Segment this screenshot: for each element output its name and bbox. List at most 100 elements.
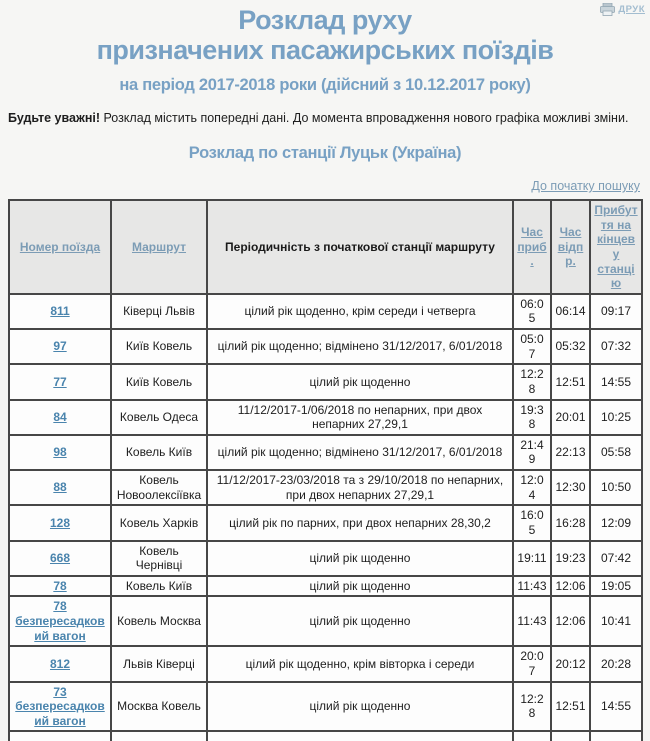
train-number-cell: 84 bbox=[8, 398, 112, 436]
train-number-cell: 668 bbox=[8, 539, 112, 577]
empty-cell bbox=[589, 730, 643, 741]
sort-final-arrival-link[interactable]: Прибуття на кінцеву станцію bbox=[594, 203, 638, 291]
final-arrival-cell: 14:55 bbox=[589, 680, 643, 733]
print-link[interactable]: ДРУК bbox=[600, 3, 645, 16]
train-number-cell: 97 bbox=[8, 327, 112, 366]
train-number-link[interactable]: 77 bbox=[53, 374, 67, 389]
train-number-cell: 77 bbox=[8, 363, 112, 401]
train-number-link[interactable]: 668 bbox=[49, 550, 71, 565]
train-number-link[interactable]: 811 bbox=[50, 304, 70, 319]
departure-time-cell: 20:01 bbox=[550, 398, 591, 436]
periodicity-cell: 11/12/2017-1/06/2018 по непарних, при дв… bbox=[206, 398, 514, 436]
train-number-cell: 88 bbox=[8, 468, 112, 507]
table-row: 88 Ковель Новоолексіївка 11/12/2017-23/03/… bbox=[8, 468, 643, 507]
table-row: 73 безпересадковий вагон Москва Ковель ціл… bbox=[8, 680, 643, 733]
final-arrival-cell: 09:17 bbox=[589, 292, 643, 331]
arrival-time-cell: 16:05 bbox=[512, 504, 552, 542]
route-cell: Львів Ківерці bbox=[110, 645, 208, 683]
periodicity-cell: цілий рік щоденно, крім середи і четверг… bbox=[206, 292, 514, 331]
table-row: 77 Київ Ковель цілий рік щоденно 12:28 12:51… bbox=[8, 363, 643, 401]
train-number-link[interactable]: 84 bbox=[53, 409, 67, 424]
arrival-time-cell: 11:43 bbox=[512, 595, 552, 648]
departure-time-cell: 12:06 bbox=[550, 574, 591, 598]
table-row: 668 Ковель Чернівці цілий рік щоденно 19:11… bbox=[8, 539, 643, 577]
train-number-cell: 812 bbox=[8, 645, 112, 683]
table-row: 98 Ковель Київ цілий рік щоденно; відмінен… bbox=[8, 433, 643, 472]
header-departure-time: Час відпр. bbox=[550, 199, 591, 295]
empty-cell bbox=[110, 730, 208, 741]
empty-cell bbox=[8, 730, 112, 741]
periodicity-cell: цілий рік щоденно, крім вівторка і серед… bbox=[206, 645, 514, 683]
sort-arrival-link[interactable]: Час приб. bbox=[517, 224, 547, 269]
periodicity-cell: цілий рік щоденно bbox=[206, 680, 514, 733]
schedule-table: Номер поїзда Маршрут Періодичність з поч… bbox=[8, 199, 643, 741]
departure-time-cell: 12:30 bbox=[550, 468, 591, 507]
route-cell: Ковель Москва bbox=[110, 595, 208, 648]
final-arrival-cell: 14:55 bbox=[589, 363, 643, 401]
train-number-link[interactable]: 97 bbox=[53, 339, 67, 354]
sort-route-link[interactable]: Маршрут bbox=[131, 239, 187, 254]
route-cell: Ковель Новоолексіївка bbox=[110, 468, 208, 507]
final-arrival-cell: 10:41 bbox=[589, 595, 643, 648]
periodicity-header-label: Періодичність з початкової станції маршр… bbox=[225, 239, 495, 254]
printer-icon bbox=[600, 3, 616, 16]
train-number-link[interactable]: 78 bbox=[53, 578, 67, 593]
back-to-search-link[interactable]: До початку пошуку bbox=[531, 179, 640, 193]
sort-train-number-link[interactable]: Номер поїзда bbox=[19, 239, 101, 254]
arrival-time-cell: 12:28 bbox=[512, 363, 552, 401]
header-periodicity: Періодичність з початкової станції маршр… bbox=[206, 199, 514, 295]
train-number-link[interactable]: 812 bbox=[49, 656, 71, 671]
train-number-cell: 73 безпересадковий вагон bbox=[8, 680, 112, 733]
arrival-time-cell: 21:49 bbox=[512, 433, 552, 472]
final-arrival-cell: 10:50 bbox=[589, 468, 643, 507]
route-cell: Ковель Київ bbox=[110, 433, 208, 472]
table-row: 78 безпересадковий вагон Ковель Москва ціл… bbox=[8, 595, 643, 648]
arrival-time-cell: 11:43 bbox=[512, 574, 552, 598]
train-number-cell: 98 bbox=[8, 433, 112, 472]
route-cell: Ковель Одеса bbox=[110, 398, 208, 436]
arrival-time-cell: 12:28 bbox=[512, 680, 552, 733]
table-row: 78 Ковель Київ цілий рік щоденно 11:43 12:06… bbox=[8, 574, 643, 598]
departure-time-cell: 20:12 bbox=[550, 645, 591, 683]
final-arrival-cell: 05:58 bbox=[589, 433, 643, 472]
station-heading: Розклад по станції Луцьк (Україна) bbox=[188, 144, 462, 162]
periodicity-cell: цілий рік щоденно bbox=[206, 539, 514, 577]
train-number-link[interactable]: 78 безпересадковий вагон bbox=[15, 599, 105, 643]
route-cell: Ківерці Львів bbox=[110, 292, 208, 331]
departure-time-cell: 06:14 bbox=[550, 292, 591, 331]
page-subtitle: на період 2017-2018 роки (дійсний з 10.1… bbox=[119, 76, 531, 95]
header-train-number: Номер поїзда bbox=[8, 199, 112, 295]
notice-bold: Будьте уважні! bbox=[8, 111, 100, 126]
arrival-time-cell: 20:07 bbox=[512, 645, 552, 683]
header-route: Маршрут bbox=[110, 199, 208, 295]
page-title-line1: Розклад руху bbox=[238, 5, 412, 35]
train-number-link[interactable]: 88 bbox=[53, 480, 67, 495]
table-row: 128 Ковель Харків цілий рік по парних, при… bbox=[8, 504, 643, 542]
departure-time-cell: 19:23 bbox=[550, 539, 591, 577]
departure-time-cell: 12:51 bbox=[550, 363, 591, 401]
route-cell: Ковель Харків bbox=[110, 504, 208, 542]
arrival-time-cell: 19:38 bbox=[512, 398, 552, 436]
arrival-time-cell: 05:07 bbox=[512, 327, 552, 366]
print-label: ДРУК bbox=[618, 4, 645, 15]
route-cell: Київ Ковель bbox=[110, 363, 208, 401]
route-cell: Ковель Київ bbox=[110, 574, 208, 598]
sort-departure-link[interactable]: Час відпр. bbox=[557, 224, 584, 269]
route-cell: Київ Ковель bbox=[110, 327, 208, 366]
train-number-link[interactable]: 73 безпересадковий вагон bbox=[15, 684, 105, 728]
table-row-partial bbox=[8, 730, 643, 741]
departure-time-cell: 12:06 bbox=[550, 595, 591, 648]
final-arrival-cell: 12:09 bbox=[589, 504, 643, 542]
page-title: Розклад руху призначених пасажирських по… bbox=[0, 5, 650, 65]
train-number-link[interactable]: 98 bbox=[53, 445, 67, 460]
departure-time-cell: 22:13 bbox=[550, 433, 591, 472]
empty-cell bbox=[512, 730, 552, 741]
train-number-cell: 128 bbox=[8, 504, 112, 542]
train-number-cell: 811 bbox=[8, 292, 112, 331]
arrival-time-cell: 19:11 bbox=[512, 539, 552, 577]
arrival-time-cell: 12:04 bbox=[512, 468, 552, 507]
periodicity-cell: цілий рік щоденно bbox=[206, 363, 514, 401]
schedule-table-body: 811 Ківерці Львів цілий рік щоденно, крім … bbox=[8, 292, 643, 741]
header-arrival-time: Час приб. bbox=[512, 199, 552, 295]
train-number-link[interactable]: 128 bbox=[49, 515, 71, 530]
